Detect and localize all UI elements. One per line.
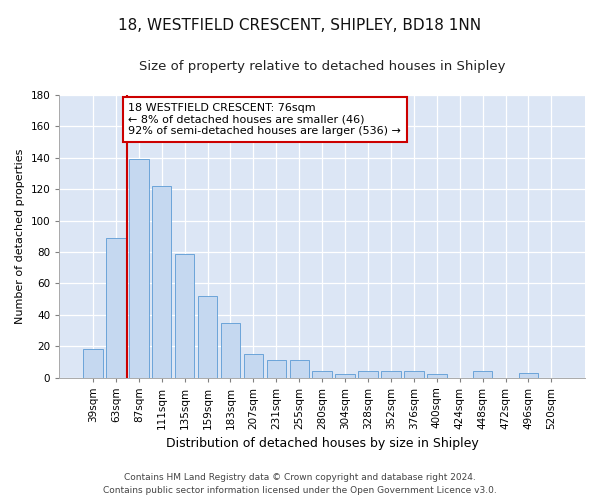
Text: Contains HM Land Registry data © Crown copyright and database right 2024.
Contai: Contains HM Land Registry data © Crown c… xyxy=(103,474,497,495)
Title: Size of property relative to detached houses in Shipley: Size of property relative to detached ho… xyxy=(139,60,505,73)
Bar xyxy=(313,371,332,378)
Bar xyxy=(381,371,401,378)
Bar xyxy=(244,354,263,378)
Bar xyxy=(129,160,149,378)
Bar xyxy=(519,373,538,378)
Bar xyxy=(266,360,286,378)
Bar xyxy=(106,238,125,378)
Text: 18, WESTFIELD CRESCENT, SHIPLEY, BD18 1NN: 18, WESTFIELD CRESCENT, SHIPLEY, BD18 1N… xyxy=(118,18,482,32)
Bar xyxy=(290,360,309,378)
Bar xyxy=(175,254,194,378)
Bar xyxy=(83,350,103,378)
Y-axis label: Number of detached properties: Number of detached properties xyxy=(15,148,25,324)
Bar xyxy=(404,371,424,378)
Bar xyxy=(358,371,378,378)
Bar xyxy=(473,371,493,378)
Text: 18 WESTFIELD CRESCENT: 76sqm
← 8% of detached houses are smaller (46)
92% of sem: 18 WESTFIELD CRESCENT: 76sqm ← 8% of det… xyxy=(128,103,401,136)
Bar xyxy=(221,322,240,378)
X-axis label: Distribution of detached houses by size in Shipley: Distribution of detached houses by size … xyxy=(166,437,479,450)
Bar xyxy=(427,374,446,378)
Bar xyxy=(152,186,172,378)
Bar xyxy=(198,296,217,378)
Bar xyxy=(335,374,355,378)
